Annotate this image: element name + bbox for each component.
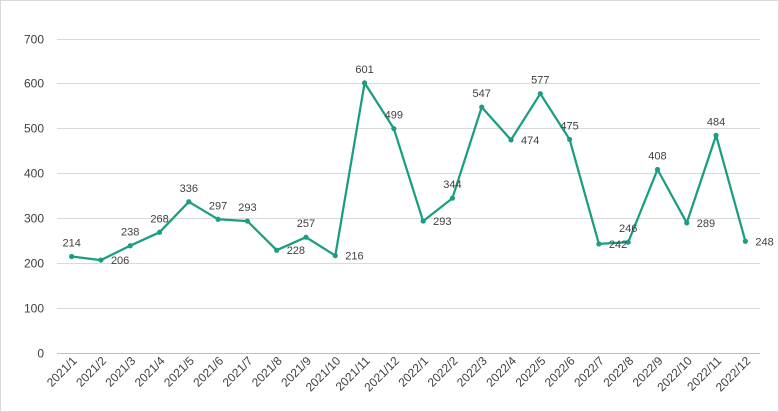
data-point: [303, 234, 309, 240]
data-label: 297: [209, 200, 227, 212]
x-tick-label: 2021/8: [249, 353, 285, 389]
x-tick-label: 2022/6: [542, 353, 578, 389]
y-tick-label: 600: [24, 77, 44, 91]
data-label: 214: [62, 238, 80, 250]
y-tick-label: 500: [24, 122, 44, 136]
data-point: [215, 216, 221, 222]
data-point: [508, 137, 514, 143]
x-tick-label: 2021/6: [190, 353, 226, 389]
x-tick-label: 2022/1: [395, 353, 431, 389]
x-tick-label: 2022/5: [513, 353, 549, 389]
data-point: [654, 166, 661, 173]
data-label: 238: [121, 227, 139, 239]
gridlines: [57, 39, 760, 354]
data-label: 344: [443, 179, 461, 191]
data-point: [69, 253, 75, 260]
data-points: [69, 80, 748, 263]
data-label: 242: [609, 239, 627, 251]
data-point: [537, 91, 543, 97]
data-point: [420, 218, 426, 224]
x-tick-label: 2021/5: [161, 353, 197, 389]
x-tick-label: 2022/8: [600, 353, 636, 389]
data-point: [596, 241, 602, 247]
x-tick-label: 2022/4: [483, 353, 519, 389]
data-point: [684, 220, 690, 226]
data-point: [742, 238, 748, 244]
data-point: [332, 253, 338, 259]
data-point: [244, 218, 250, 224]
data-label: 289: [697, 218, 715, 230]
data-label: 228: [287, 245, 305, 257]
x-tick-label: 2021/3: [102, 353, 138, 389]
data-labels: 214 206 238 268 336 297 293 228 257 216 601 499 293 3…: [62, 64, 773, 267]
data-label: 248: [755, 236, 773, 248]
data-label: 484: [707, 116, 725, 128]
x-tick-label: 2021/4: [132, 353, 168, 389]
data-label: 268: [150, 213, 168, 225]
data-label: 336: [180, 183, 198, 195]
data-point: [449, 195, 456, 201]
data-label: 408: [648, 150, 666, 162]
x-tick-label: 2021/2: [73, 353, 109, 389]
data-point: [361, 80, 368, 86]
data-label: 246: [619, 223, 637, 235]
data-point: [713, 132, 719, 138]
data-label: 293: [238, 202, 256, 214]
data-point: [127, 243, 133, 249]
data-label: 216: [345, 251, 363, 263]
x-tick-label: 2022/7: [571, 353, 607, 389]
x-tick-label: 2022/2: [425, 353, 461, 389]
y-tick-label: 100: [24, 302, 44, 316]
data-point: [186, 199, 192, 205]
x-tick-label: 2022/3: [454, 353, 490, 389]
data-label: 257: [297, 218, 315, 230]
data-point: [391, 126, 397, 132]
data-label: 475: [560, 120, 578, 132]
x-tick-label: 2021/1: [44, 353, 80, 389]
y-tick-label: 300: [24, 212, 44, 226]
y-tick-label: 400: [24, 167, 44, 181]
data-label: 474: [521, 135, 539, 147]
data-label: 293: [433, 216, 451, 228]
data-point: [479, 104, 485, 110]
data-point: [625, 239, 631, 245]
data-point: [274, 247, 280, 253]
data-label: 577: [531, 75, 549, 87]
data-label: 601: [355, 64, 373, 76]
y-tick-label: 700: [24, 33, 44, 47]
data-point: [156, 229, 163, 235]
x-axis-tick-labels: 2021/12021/22021/32021/42021/52021/62021…: [44, 353, 754, 394]
y-axis-tick-labels: 0 100 200 300 400 500 600 700: [24, 33, 44, 361]
data-label: 547: [473, 88, 491, 100]
y-tick-label: 200: [24, 257, 44, 271]
data-label: 206: [111, 255, 129, 267]
data-label: 499: [385, 110, 403, 122]
series-line: [70, 81, 747, 262]
y-tick-label: 0: [37, 347, 44, 361]
x-tick-label: 2021/7: [220, 353, 256, 389]
data-point: [98, 257, 104, 263]
data-point: [567, 136, 573, 143]
series-line-layer: [70, 81, 747, 262]
